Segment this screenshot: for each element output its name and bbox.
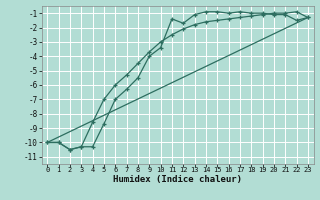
X-axis label: Humidex (Indice chaleur): Humidex (Indice chaleur) xyxy=(113,175,242,184)
